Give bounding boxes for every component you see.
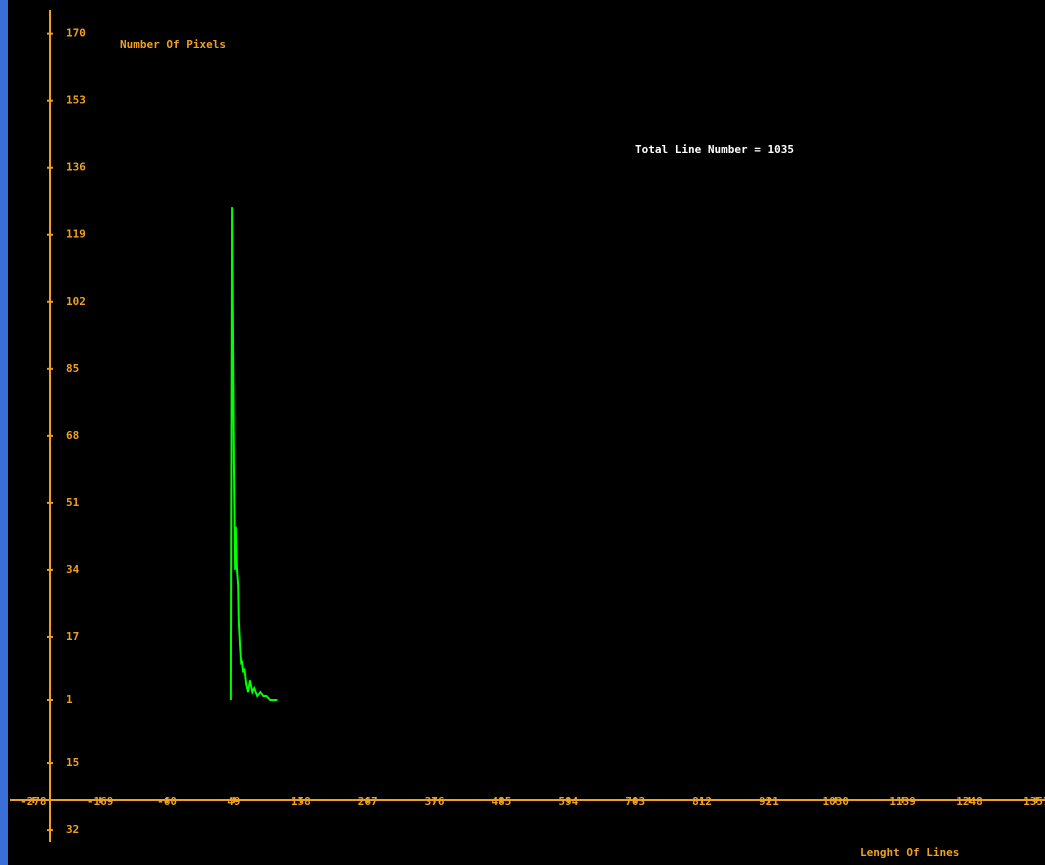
y-tick-label: 1	[66, 693, 73, 706]
y-tick-label: 15	[66, 756, 79, 769]
y-tick-label: 32	[66, 823, 79, 836]
x-tick-label: 485	[491, 795, 511, 808]
x-tick-label: 1030	[823, 795, 850, 808]
x-tick-label: 1248	[956, 795, 983, 808]
y-tick-label: 119	[66, 228, 86, 241]
y-tick-label: 170	[66, 27, 86, 40]
y-axis-title: Number Of Pixels	[120, 38, 226, 51]
y-tick-label: 85	[66, 362, 79, 375]
x-tick-label: 49	[227, 795, 240, 808]
x-tick-label: 376	[425, 795, 445, 808]
x-tick-label: 921	[759, 795, 779, 808]
y-tick-label: 17	[66, 630, 79, 643]
y-tick-label: 34	[66, 563, 80, 576]
x-tick-label: -278	[20, 795, 47, 808]
x-tick-label: 1357	[1023, 795, 1045, 808]
x-tick-label: 703	[625, 795, 645, 808]
y-tick-label: 68	[66, 429, 79, 442]
y-tick-label: 102	[66, 295, 86, 308]
annotation: Total Line Number = 1035	[635, 143, 794, 156]
data-line	[229, 207, 278, 701]
y-tick-label: 51	[66, 496, 80, 509]
x-tick-label: 267	[358, 795, 378, 808]
x-axis-title: Lenght Of Lines	[860, 846, 959, 859]
x-tick-label: 158	[291, 795, 311, 808]
x-tick-label: 594	[558, 795, 578, 808]
y-tick-label: 153	[66, 94, 86, 107]
y-tick-label: 136	[66, 161, 86, 174]
x-tick-label: -169	[87, 795, 114, 808]
x-tick-label: 1139	[889, 795, 916, 808]
x-tick-label: -60	[157, 795, 177, 808]
window-edge	[0, 0, 8, 865]
x-tick-label: 812	[692, 795, 712, 808]
